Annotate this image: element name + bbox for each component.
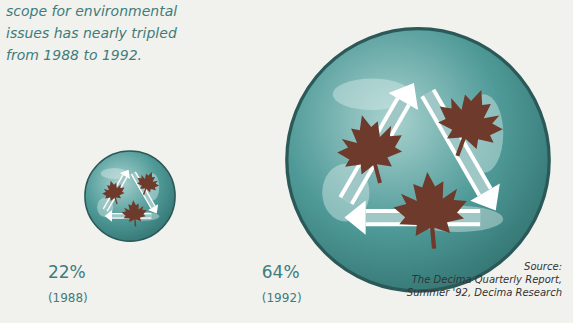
recycle-head <box>148 204 158 213</box>
source: Summer '92, Decima Research <box>407 287 562 298</box>
category-label: (1988) <box>48 291 88 305</box>
globe <box>287 29 549 291</box>
source: Source: <box>524 261 562 272</box>
maple-leaf <box>102 181 124 205</box>
recycle-head <box>470 184 500 211</box>
data-label: 22% <box>48 262 86 282</box>
data-label: 64% <box>262 262 300 282</box>
title-line: from 1988 to 1992. <box>6 47 142 63</box>
title-line: scope for environmental <box>6 3 177 19</box>
globe-group <box>287 29 549 291</box>
title: scope for environmental issues has nearly… <box>6 3 177 63</box>
maple-leaf <box>137 172 159 195</box>
maple-leaf <box>438 90 503 157</box>
title-line: issues has nearly tripled <box>6 25 177 41</box>
recycle-head <box>120 170 130 179</box>
globe-group <box>85 151 175 241</box>
maple-leaf <box>337 115 402 183</box>
category-label: (1992) <box>262 291 302 305</box>
recycle-head <box>344 201 365 235</box>
globe <box>85 151 175 241</box>
maple-leaf <box>394 172 467 249</box>
source: The Decima Quarterly Report, <box>412 274 562 285</box>
maple-leaf <box>122 200 147 226</box>
recycle-head <box>389 83 419 110</box>
chart-canvas: scope for environmental issues has nearly… <box>0 0 573 323</box>
recycle-head <box>105 210 112 222</box>
